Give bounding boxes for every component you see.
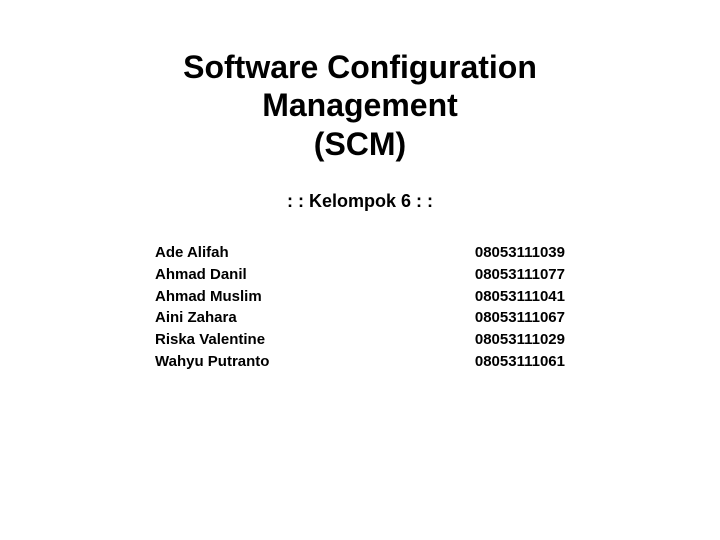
member-row: Ahmad Muslim 08053111041 (0, 286, 720, 308)
member-name: Ahmad Muslim (155, 286, 262, 308)
member-name: Aini Zahara (155, 307, 237, 329)
group-subtitle: : : Kelompok 6 : : (0, 191, 720, 212)
member-row: Ahmad Danil 08053111077 (0, 264, 720, 286)
member-id: 08053111041 (475, 286, 565, 308)
slide-content: Software Configuration Management (SCM) … (0, 0, 720, 540)
title-line-2: Management (0, 86, 720, 124)
slide-title: Software Configuration Management (SCM) (0, 48, 720, 163)
title-line-1: Software Configuration (0, 48, 720, 86)
member-id: 08053111067 (475, 307, 565, 329)
members-list: Ade Alifah 08053111039 Ahmad Danil 08053… (0, 242, 720, 373)
member-id: 08053111061 (475, 351, 565, 373)
member-id: 08053111077 (475, 264, 565, 286)
member-row: Aini Zahara 08053111067 (0, 307, 720, 329)
member-id: 08053111039 (475, 242, 565, 264)
member-row: Wahyu Putranto 08053111061 (0, 351, 720, 373)
member-row: Riska Valentine 08053111029 (0, 329, 720, 351)
member-row: Ade Alifah 08053111039 (0, 242, 720, 264)
member-name: Ahmad Danil (155, 264, 247, 286)
member-id: 08053111029 (475, 329, 565, 351)
member-name: Riska Valentine (155, 329, 265, 351)
member-name: Wahyu Putranto (155, 351, 269, 373)
title-line-3: (SCM) (0, 125, 720, 163)
member-name: Ade Alifah (155, 242, 229, 264)
